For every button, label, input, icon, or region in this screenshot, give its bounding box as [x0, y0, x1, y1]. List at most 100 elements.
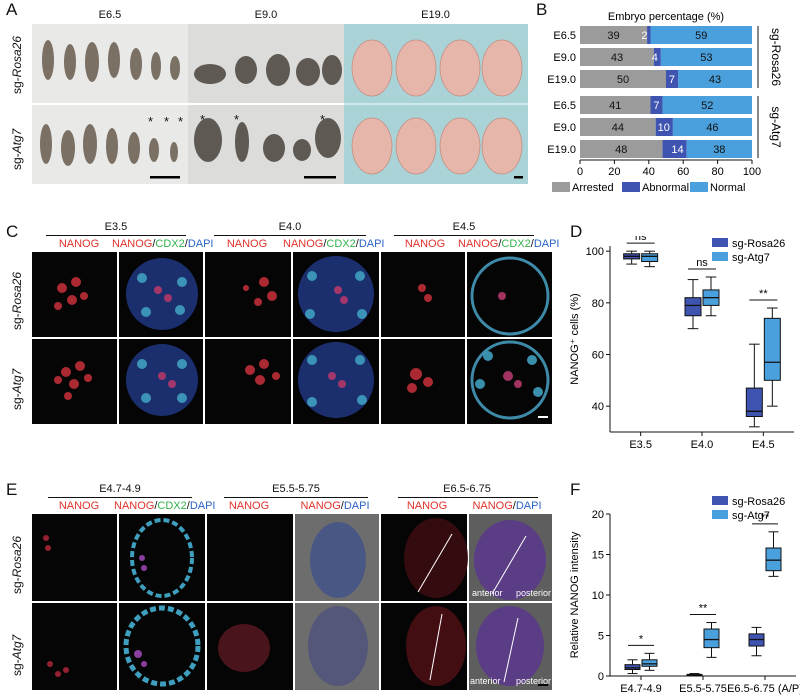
panel-e-stage-3: E6.5-6.75 [443, 483, 491, 495]
bar-segment-abnormal [655, 118, 673, 136]
bar-data-label: 44 [612, 122, 624, 134]
y-tick-label: 80 [592, 298, 604, 310]
panel-e-row-label-rosa26: sg-Rosa26 [10, 535, 24, 594]
x-tick-label: E3.5 [629, 439, 652, 451]
significance-label: ns [696, 257, 708, 269]
x-tick-label: E6.5-6.75 (A/P) [727, 683, 800, 695]
bar-data-label: 41 [609, 100, 621, 112]
bar-data-label: 7 [669, 74, 675, 86]
y-tick-label: 40 [592, 401, 604, 413]
x-tick-label: E4.5 [752, 439, 775, 451]
x-tick-label: 100 [743, 166, 761, 178]
bar-data-label: 10 [658, 122, 670, 134]
y-tick-label: 0 [598, 671, 604, 683]
legend-swatch [712, 252, 728, 261]
significance-label: * [639, 633, 644, 645]
channel-label-nanog: NANOG [406, 500, 448, 512]
bar-segment-abnormal [662, 140, 687, 158]
legend-label-abnormal: Abnormal [642, 182, 689, 194]
panel-e-stage-1: E4.7-4.9 [99, 483, 141, 495]
panel-c-label: C [6, 222, 19, 241]
y-tick-label: 15 [592, 550, 604, 562]
y-tick-label: 5 [598, 631, 604, 643]
legend-swatch-abnormal [622, 182, 640, 192]
bar-segment-normal [678, 70, 752, 88]
channel-label-merge: NANOG/CDX2/DAPI [283, 238, 385, 250]
bar-data-label: 43 [709, 74, 721, 86]
bar-segment-normal [686, 140, 752, 158]
channel-label-nanog: NANOG [404, 238, 446, 250]
posterior-label: posterior [516, 588, 552, 598]
bar-segment-arrested [580, 70, 666, 88]
panel-a-embryo-images [32, 24, 528, 184]
bar-segment-abnormal [653, 48, 661, 66]
bar-segment-arrested [580, 26, 648, 44]
legend-label-arrested: Arrested [572, 182, 614, 194]
panel-c-immunofluorescence-images [32, 252, 552, 424]
bar-data-label: 52 [701, 100, 713, 112]
box-sg-atg7 [641, 253, 659, 262]
bar-segment-normal [662, 96, 752, 114]
panel-e-immunofluorescence-images [32, 514, 552, 690]
y-tick-label: 20 [592, 509, 604, 521]
channel-label-merge: NANOG/CDX2/DAPI [114, 500, 216, 512]
significance-label: ns [635, 236, 647, 243]
significance-label: ** [761, 512, 770, 524]
channel-label-nanog: NANOG [228, 500, 270, 512]
asterisk-marker: * [320, 112, 326, 127]
panel-a-stage-3: E19.0 [421, 9, 450, 21]
panel-e-row-label-atg7: sg-Atg7 [10, 634, 24, 676]
panel-f-label: F [570, 480, 581, 499]
bar-data-label: 48 [615, 144, 627, 156]
panel-c-row-label-atg7: sg-Atg7 [10, 368, 24, 410]
channel-label-merge: NANOG/DAPI [300, 500, 370, 512]
panel-a-row-label-atg7: sg-Atg7 [10, 128, 24, 170]
anterior-label: anterior [472, 588, 503, 598]
legend-label: sg-Atg7 [732, 252, 770, 264]
asterisk-marker: * [200, 112, 206, 127]
x-tick-label: 20 [608, 166, 620, 178]
group-label-atg7: sg-Atg7 [769, 106, 783, 148]
legend-label: sg-Rosa26 [732, 238, 785, 250]
significance-label: ** [699, 603, 708, 615]
panel-c-stage-3: E4.5 [452, 221, 476, 233]
panel-a-stage-1: E6.5 [98, 9, 122, 21]
box-sg-atg7 [765, 547, 782, 572]
x-tick-label: 60 [677, 166, 689, 178]
significance-label: ** [759, 288, 768, 300]
y-axis-label: NANOG⁺ cells (%) [569, 293, 581, 384]
legend-swatch [712, 496, 728, 505]
box-sg-atg7 [703, 628, 720, 649]
x-tick-label: E5.5-5.75 [679, 683, 727, 695]
legend-label: sg-Atg7 [732, 510, 770, 522]
asterisk-marker: * [178, 114, 184, 129]
channel-label-merge: NANOG/CDX2/DAPI [112, 238, 214, 250]
row-category-label: E6.5 [553, 30, 576, 42]
group-label-rosa26: sg-Rosa26 [769, 28, 783, 86]
x-tick-label: 0 [577, 166, 583, 178]
x-tick-label: E4.7-4.9 [620, 683, 662, 695]
chart-title: Embryo percentage (%) [608, 11, 724, 23]
panel-a-stage-2: E9.0 [254, 9, 278, 21]
row-category-label: E19.0 [547, 74, 576, 86]
asterisk-marker: * [148, 114, 154, 129]
panel-e-stage-2: E5.5-5.75 [272, 483, 320, 495]
bar-segment-abnormal [650, 96, 663, 114]
bar-data-label: 14 [671, 144, 683, 156]
panel-b-label: B [536, 0, 548, 19]
panel-c-row-label-rosa26: sg-Rosa26 [10, 271, 24, 330]
nanog-intensity-boxplot: 0 5 10 15 20 Relative NANOG intensity E4.7-4.9… [569, 496, 800, 695]
box-sg-rosa26 [684, 297, 702, 317]
bar-segment-abnormal [666, 70, 679, 88]
row-category-label: E9.0 [553, 52, 576, 64]
embryo-percentage-chart: Embryo percentage (%) E6.5 39 2 59 E9.0 43 4 53 E… [547, 11, 783, 194]
row-category-label: E19.0 [547, 144, 576, 156]
bar-data-label: 43 [611, 52, 623, 64]
y-tick-label: 60 [592, 350, 604, 362]
channel-label-nanog: NANOG [58, 500, 100, 512]
x-tick-label: E4.0 [691, 439, 714, 451]
bar-segment-arrested [580, 140, 663, 158]
bar-data-label: 46 [706, 122, 718, 134]
bar-data-label: 53 [700, 52, 712, 64]
x-tick-label: 80 [711, 166, 723, 178]
